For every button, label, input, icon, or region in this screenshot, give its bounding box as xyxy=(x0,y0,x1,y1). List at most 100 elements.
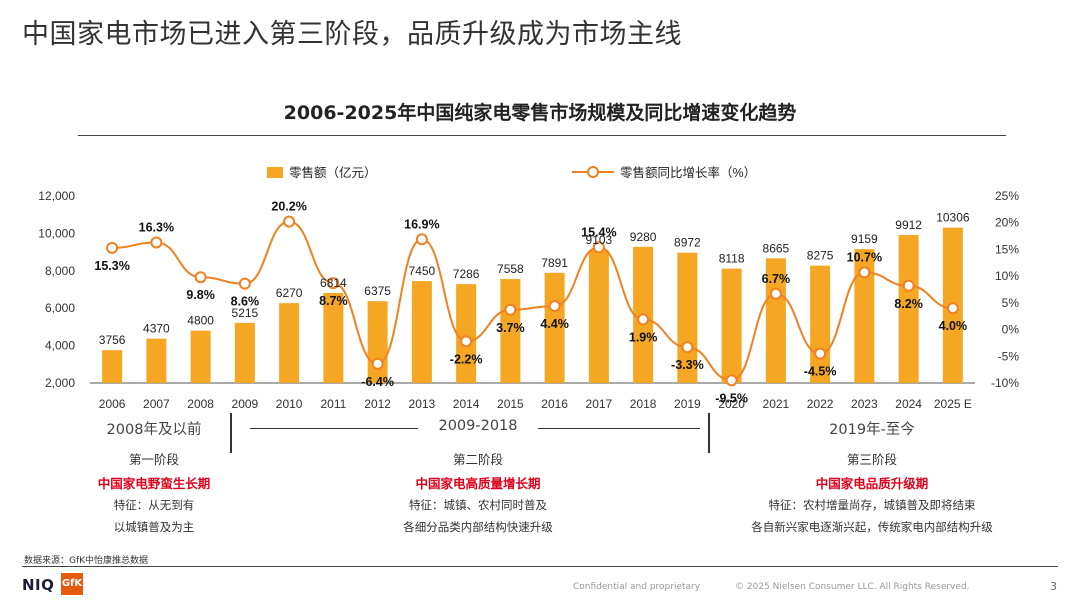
bar-value-label: 7558 xyxy=(497,262,524,276)
growth-point xyxy=(725,374,738,387)
bar xyxy=(279,303,300,383)
growth-point xyxy=(150,236,163,249)
y-left-tick-label: 12,000 xyxy=(38,189,75,203)
stage-2-line-left xyxy=(250,428,418,429)
x-tick-label: 2012 xyxy=(364,397,391,411)
rate-label: -4.5% xyxy=(804,365,837,379)
bar-value-label: 9103 xyxy=(586,233,613,247)
x-tick-label: 2008 xyxy=(187,397,214,411)
bar-value-label: 4800 xyxy=(187,314,214,328)
bar-value-label: 9280 xyxy=(630,230,657,244)
chart-title: 2006-2025年中国纯家电零售市场规模及同比增速变化趋势 xyxy=(283,102,797,124)
x-tick-label: 2016 xyxy=(541,397,568,411)
y-right-tick-label: 10% xyxy=(995,269,1019,283)
stage-2-feature-1: 特征：城镇、农村同时普及 xyxy=(409,498,547,512)
page-title: 中国家电市场已进入第三阶段，品质升级成为市场主线 xyxy=(22,19,682,50)
stage-2-line-right xyxy=(538,428,700,429)
y-left-tick-label: 4,000 xyxy=(45,339,75,353)
bar xyxy=(367,301,388,383)
growth-point xyxy=(327,277,340,290)
growth-point xyxy=(681,341,694,354)
y-right-tick-label: 20% xyxy=(995,216,1019,230)
growth-point xyxy=(592,241,605,254)
bar xyxy=(102,350,123,383)
rate-label: 3.7% xyxy=(496,321,525,335)
bar-value-label: 9912 xyxy=(895,218,922,232)
bar xyxy=(854,249,875,383)
rate-label: 16.3% xyxy=(139,220,174,234)
stage-1-feature-1: 特征：从无到有 xyxy=(113,498,195,512)
stage-3-theme: 中国家电品质升级期 xyxy=(815,476,929,491)
y-left-tick-label: 8,000 xyxy=(45,264,75,278)
rate-label: 8.2% xyxy=(894,297,923,311)
bar-value-label: 5215 xyxy=(232,306,259,320)
y-right-tick-label: -5% xyxy=(998,349,1020,363)
rate-label: -6.4% xyxy=(361,375,394,389)
rate-label: 9.8% xyxy=(186,288,215,302)
rate-label: 4.0% xyxy=(939,319,968,333)
bar xyxy=(456,284,477,383)
chart-svg: 2,000 4,000 6,000 8,000 10,000 12,000 -10% -5% 0… xyxy=(38,165,1020,411)
bar xyxy=(500,279,521,383)
bar xyxy=(898,235,919,383)
growth-point xyxy=(194,271,207,284)
growth-point xyxy=(415,233,428,246)
growth-point xyxy=(637,313,650,326)
growth-point xyxy=(548,300,561,313)
stage-1-name: 第一阶段 xyxy=(128,452,179,467)
stage-2-feature-2: 各细分品类内部结构快速升级 xyxy=(403,520,553,534)
growth-line xyxy=(112,220,953,382)
bar xyxy=(765,258,786,383)
x-tick-label: 2006 xyxy=(99,397,126,411)
x-tick-label: 2019 xyxy=(674,397,701,411)
x-tick-label: 2020 xyxy=(718,397,745,411)
rate-label: 16.9% xyxy=(404,217,439,231)
rate-label: -9.5% xyxy=(715,391,748,405)
rate-label: 10.7% xyxy=(847,250,882,264)
stage-2-period: 2009-2018 xyxy=(438,418,518,434)
rate-label: 20.2% xyxy=(271,200,306,214)
y-right-tick-label: 5% xyxy=(1002,296,1020,310)
data-source: 数据来源：GfK中怡康推总数据 xyxy=(24,556,149,566)
stage-divider-left xyxy=(230,413,232,453)
growth-point xyxy=(769,287,782,300)
legend-line-label: 零售额同比增长率（%） xyxy=(620,165,756,180)
x-tick-label: 2021 xyxy=(763,397,790,411)
bar-value-label: 3756 xyxy=(99,333,126,347)
footer-divider xyxy=(22,566,1058,567)
rate-label: 8.6% xyxy=(231,295,260,309)
y-right-tick-label: 0% xyxy=(1002,323,1020,337)
rate-label: -2.2% xyxy=(450,352,483,366)
rate-label: 15.4% xyxy=(581,225,616,239)
growth-point xyxy=(902,279,915,292)
bar xyxy=(721,268,742,383)
y-right-tick-label: 25% xyxy=(995,189,1019,203)
y-left-tick-label: 6,000 xyxy=(45,301,75,315)
title-divider xyxy=(78,135,1006,136)
x-tick-label: 2010 xyxy=(276,397,303,411)
bar-value-label: 10306 xyxy=(936,211,970,225)
footer-copyright: © 2025 Nielsen Consumer LLC. All Rights … xyxy=(735,582,970,592)
bar-value-label: 7450 xyxy=(409,264,436,278)
growth-point xyxy=(504,303,517,316)
bar-value-label: 6270 xyxy=(276,286,303,300)
stage-1-feature-2: 以城镇普及为主 xyxy=(113,520,195,534)
stage-3-name: 第三阶段 xyxy=(846,452,897,467)
rate-label: 1.9% xyxy=(629,330,658,344)
y-right-tick-label: 15% xyxy=(995,242,1019,256)
rate-label: 6.7% xyxy=(762,272,791,286)
x-tick-label: 2024 xyxy=(895,397,922,411)
bar-value-label: 6814 xyxy=(320,276,347,290)
bar xyxy=(411,281,432,383)
bar-value-label: 4370 xyxy=(143,322,170,336)
bar xyxy=(588,250,609,383)
bar-value-label: 7891 xyxy=(541,256,568,270)
stage-divider-right xyxy=(708,413,710,453)
legend-bar-swatch xyxy=(267,167,283,178)
stage-1-period: 2008年及以前 xyxy=(106,422,202,438)
bar xyxy=(234,322,255,383)
niq-logo: NIQ xyxy=(22,576,55,594)
page-number: 3 xyxy=(1050,580,1057,593)
y-left-tick-label: 10,000 xyxy=(38,226,75,240)
x-tick-label: 2014 xyxy=(453,397,480,411)
